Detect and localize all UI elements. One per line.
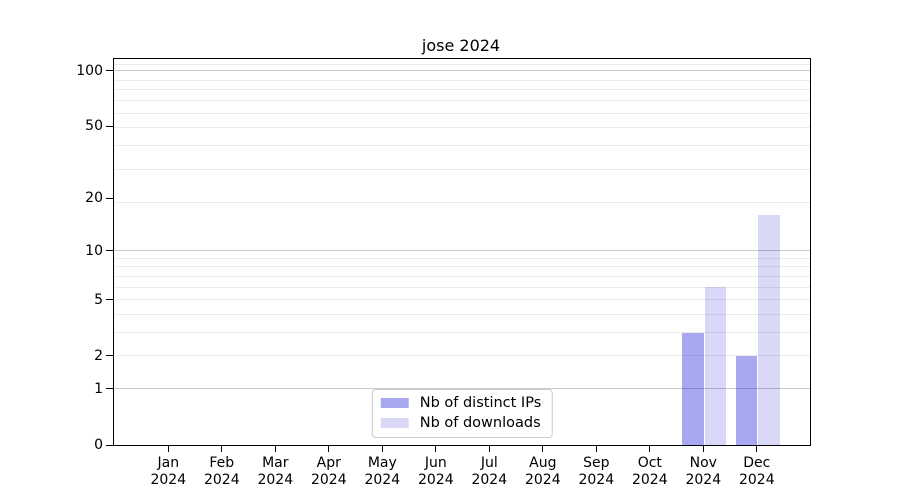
chart-title: jose 2024 <box>421 36 501 55</box>
legend-entry-distinct-ips: Nb of distinct IPs <box>380 395 542 411</box>
x-tick-mark <box>649 446 651 452</box>
x-tick-month: Mar <box>262 455 289 471</box>
x-tick-mark <box>381 446 383 452</box>
y-tick-mark <box>106 125 113 127</box>
x-tick-month: Jan <box>157 455 180 471</box>
x-tick-year: 2024 <box>364 472 401 488</box>
x-tick-label-sep: Sep 2024 <box>564 455 628 489</box>
y-tick-mark <box>106 299 113 301</box>
x-tick-month: Dec <box>743 455 771 471</box>
x-tick-month: Sep <box>583 455 610 471</box>
y-tick-mark <box>106 444 113 446</box>
minor-gridline <box>114 266 810 268</box>
x-tick-label-jan: Jan 2024 <box>136 455 200 489</box>
legend-label: Nb of downloads <box>419 415 541 431</box>
x-tick-mark <box>756 446 758 452</box>
legend-entry-downloads: Nb of downloads <box>380 415 542 431</box>
x-tick-mark <box>488 446 490 452</box>
major-gridline <box>114 250 810 252</box>
minor-gridline <box>114 355 810 357</box>
minor-gridline <box>114 275 810 277</box>
y-tick-mark <box>106 197 113 199</box>
x-tick-year: 2024 <box>417 472 454 488</box>
minor-gridline <box>114 332 810 334</box>
x-tick-label-nov: Nov 2024 <box>671 455 735 489</box>
minor-gridline <box>114 89 810 91</box>
minor-gridline <box>114 63 810 65</box>
y-tick-label: 50 <box>85 118 103 135</box>
bar-nov-downloads <box>704 287 727 445</box>
x-tick-month: Feb <box>209 455 235 471</box>
legend-swatch-distinct-ips <box>380 398 409 408</box>
bar-dec-distinct-ips <box>735 355 758 445</box>
x-tick-label-apr: Apr 2024 <box>297 455 361 489</box>
legend-label: Nb of distinct IPs <box>419 395 542 411</box>
x-tick-year: 2024 <box>310 472 347 488</box>
minor-gridline <box>114 100 810 102</box>
x-tick-year: 2024 <box>738 472 775 488</box>
x-tick-month: Apr <box>316 455 341 471</box>
x-tick-year: 2024 <box>631 472 668 488</box>
x-tick-mark <box>702 446 704 452</box>
x-tick-month: Oct <box>637 455 662 471</box>
x-tick-mark <box>435 446 437 452</box>
x-tick-mark <box>542 446 544 452</box>
y-tick-label: 10 <box>85 242 103 259</box>
x-tick-year: 2024 <box>471 472 508 488</box>
minor-gridline <box>114 168 810 170</box>
x-tick-month: Jun <box>424 455 447 471</box>
major-gridline <box>114 70 810 72</box>
x-tick-year: 2024 <box>203 472 240 488</box>
minor-gridline <box>114 145 810 147</box>
x-tick-label-oct: Oct 2024 <box>618 455 682 489</box>
y-tick-label: 5 <box>94 291 103 308</box>
y-tick-label: 20 <box>85 190 103 207</box>
major-gridline <box>114 388 810 390</box>
y-tick-label: 0 <box>94 437 103 453</box>
minor-gridline <box>114 127 810 129</box>
x-tick-month: May <box>367 455 397 471</box>
x-tick-month: Aug <box>529 455 557 471</box>
legend: Nb of distinct IPs Nb of downloads <box>371 389 553 438</box>
x-tick-label-aug: Aug 2024 <box>511 455 575 489</box>
minor-gridline <box>114 286 810 288</box>
x-tick-mark <box>221 446 223 452</box>
y-tick-mark <box>106 70 113 72</box>
minor-gridline <box>114 112 810 114</box>
minor-gridline <box>114 201 810 203</box>
x-tick-mark <box>595 446 597 452</box>
bar-nov-distinct-ips <box>682 332 704 445</box>
x-tick-mark <box>328 446 330 452</box>
x-tick-mark <box>167 446 169 452</box>
y-tick-label: 100 <box>76 62 103 79</box>
bar-dec-downloads <box>758 215 780 445</box>
x-tick-year: 2024 <box>685 472 722 488</box>
x-tick-label-feb: Feb 2024 <box>190 455 254 489</box>
y-tick-mark <box>106 355 113 357</box>
x-tick-year: 2024 <box>150 472 187 488</box>
plot-area: 100 50 20 10 5 2 1 0 Jan 2024 Feb 2024 Mar 2024 Apr 20… <box>76 58 811 488</box>
minor-gridline <box>114 79 810 81</box>
minor-gridline <box>114 257 810 259</box>
x-tick-year: 2024 <box>578 472 615 488</box>
legend-swatch-downloads <box>380 418 409 428</box>
x-tick-label-jun: Jun 2024 <box>404 455 468 489</box>
x-tick-year: 2024 <box>257 472 294 488</box>
x-tick-label-may: May 2024 <box>350 455 414 489</box>
y-tick-label: 1 <box>94 380 103 397</box>
y-tick-mark <box>106 250 113 252</box>
y-tick-mark <box>106 388 113 390</box>
x-tick-label-mar: Mar 2024 <box>243 455 307 489</box>
x-tick-month: Jul <box>480 455 498 471</box>
x-tick-year: 2024 <box>524 472 561 488</box>
x-tick-mark <box>274 446 276 452</box>
x-tick-label-jul: Jul 2024 <box>457 455 521 489</box>
y-tick-label: 2 <box>94 347 103 364</box>
x-tick-month: Nov <box>689 455 717 471</box>
x-tick-label-dec: Dec 2024 <box>725 455 789 489</box>
minor-gridline <box>114 314 810 316</box>
minor-gridline <box>114 299 810 301</box>
